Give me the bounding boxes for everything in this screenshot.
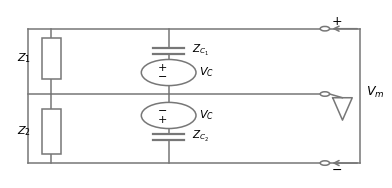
Text: +: + (332, 15, 342, 28)
Circle shape (320, 92, 330, 96)
Text: $V_m$: $V_m$ (366, 85, 385, 100)
Text: −: − (158, 72, 167, 82)
Circle shape (320, 161, 330, 165)
Text: $Z_1$: $Z_1$ (17, 52, 31, 65)
Text: +: + (158, 114, 167, 125)
Text: $Z_2$: $Z_2$ (17, 124, 31, 138)
Bar (42, 38, 61, 79)
Circle shape (320, 27, 330, 31)
Text: $Z_{C_2}$: $Z_{C_2}$ (192, 128, 209, 143)
Text: $Z_{C_1}$: $Z_{C_1}$ (192, 43, 209, 58)
Text: $V_C$: $V_C$ (199, 108, 214, 122)
Bar (42, 109, 61, 154)
Text: $V_C$: $V_C$ (199, 66, 214, 80)
Text: −: − (158, 106, 167, 116)
Text: −: − (332, 164, 342, 177)
Text: +: + (158, 63, 167, 74)
